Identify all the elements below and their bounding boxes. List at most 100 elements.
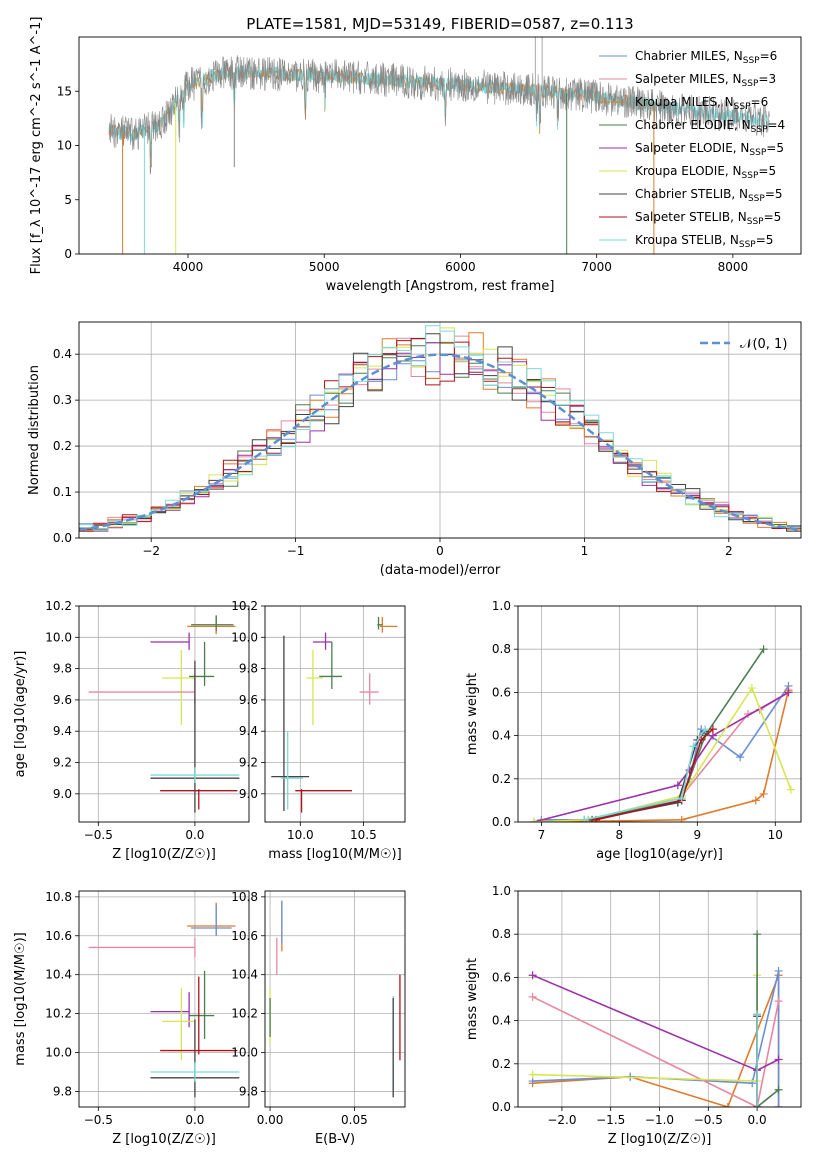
x-tick-label: −0.5 <box>84 828 113 842</box>
x-tick-label: 1 <box>581 544 589 558</box>
panel-residuals: −2 −1 0 1 2 0.0 0.1 0.2 0.3 0.4 (data-model)/error… <box>27 321 802 578</box>
y-tick-label: 10.0 <box>45 630 72 644</box>
axes-frame <box>78 890 250 1108</box>
x-tick-label: −1.5 <box>596 1113 625 1127</box>
figure-title: PLATE=1581, MJD=53149, FIBERID=0587, z=0… <box>246 15 633 33</box>
plot-area-mass_vs_ebv <box>269 900 401 1098</box>
mass-weight-marker <box>774 1085 783 1094</box>
legend-label-sub: SSP <box>734 102 751 112</box>
legend-label-rest: =5 <box>764 210 782 224</box>
axes-frame <box>78 36 802 255</box>
y-tick-label: 0.4 <box>53 347 72 361</box>
y-tick-label: 9.0 <box>239 787 258 801</box>
legend-label-rest: =5 <box>758 164 776 178</box>
x-tick-label: −2.0 <box>547 1113 576 1127</box>
y-tick-label: 0.2 <box>492 1057 511 1071</box>
y-tick-label: 15 <box>57 84 72 98</box>
y-axis-label: mass weight <box>465 958 480 1040</box>
plot-area-age_vs_Z <box>88 615 240 813</box>
panel-massweight_vs_age: 7 8 9 10 0.0 0.2 0.4 0.6 0.8 1.0 age [log10(age/yr… <box>465 599 802 862</box>
x-tick-label: 9 <box>693 828 701 842</box>
legend-label-sub: SSP <box>742 79 759 89</box>
y-tick-label: 9.0 <box>53 787 72 801</box>
x-tick-label: 0.0 <box>185 828 204 842</box>
x-tick-label: −2 <box>142 544 160 558</box>
y-tick-label: 10.2 <box>231 1007 258 1021</box>
x-tick-label: 10.5 <box>350 828 377 842</box>
y-tick-label: 0.0 <box>492 815 511 829</box>
y-axis-label: Normed distribution <box>27 365 42 495</box>
y-tick-label: 9.6 <box>239 693 258 707</box>
mass-weight-marker <box>677 794 686 803</box>
mass-weight-marker <box>736 753 745 762</box>
x-tick-label: 2 <box>725 544 733 558</box>
mass-weight-marker <box>774 966 783 975</box>
y-tick-label: 10.8 <box>231 890 258 904</box>
y-tick-label: 0.4 <box>492 729 511 743</box>
y-tick-label: 9.6 <box>53 693 72 707</box>
mass-weight-marker <box>528 971 537 980</box>
histogram-step <box>79 333 801 532</box>
y-tick-label: 9.8 <box>53 1084 72 1098</box>
panel-mass_vs_ebv: 0.00 0.05 9.8 10.0 10.2 10.4 10.6 10.8 E(B-V) <box>231 890 406 1147</box>
y-tick-label: 0.8 <box>492 927 511 941</box>
mass-weight-marker <box>701 725 710 734</box>
y-tick-label: 5 <box>64 193 72 207</box>
mass-weight-marker <box>753 1103 762 1107</box>
mass-weight-line <box>595 728 714 821</box>
y-tick-label: 0 <box>64 247 72 261</box>
y-tick-label: 10.2 <box>231 599 258 613</box>
legend-label-rest: =3 <box>758 72 776 86</box>
x-tick-label: 6000 <box>445 260 476 274</box>
y-tick-label: 0.3 <box>53 393 72 407</box>
x-tick-label: 0.00 <box>257 1113 284 1127</box>
legend-label-sub: SSP <box>739 240 756 250</box>
y-tick-label: 1.0 <box>492 884 511 898</box>
legend-label-sub: SSP <box>749 148 766 158</box>
y-tick-label: 0.6 <box>492 970 511 984</box>
mass-weight-marker <box>529 818 538 822</box>
legend-label: Salpeter STELIB, NSSP=5 <box>635 210 781 227</box>
mass-weight-marker <box>673 781 682 790</box>
y-tick-label: 9.2 <box>53 756 72 770</box>
x-tick-label: 0.0 <box>748 1113 767 1127</box>
mass-weight-marker <box>747 684 756 693</box>
x-axis-label: E(B-V) <box>315 1132 355 1147</box>
axes-frame <box>264 605 406 823</box>
mass-weight-marker <box>528 992 537 1001</box>
y-tick-label: 9.2 <box>239 756 258 770</box>
mass-weight-marker <box>759 789 768 798</box>
panel-age_vs_mass: 10.0 10.5 9.0 9.2 9.4 9.6 9.8 10.0 10.2 mass [log… <box>231 599 406 862</box>
legend-label-sub: SSP <box>748 194 765 204</box>
legend-label-rest: =5 <box>765 187 783 201</box>
y-tick-label: 0.0 <box>492 1100 511 1114</box>
x-tick-label: −1.0 <box>645 1113 674 1127</box>
x-tick-label: 0.05 <box>341 1113 368 1127</box>
axes-frame <box>78 321 802 539</box>
mass-weight-marker <box>786 785 795 794</box>
y-tick-label: 9.8 <box>239 1084 258 1098</box>
x-axis-label: wavelength [Angstrom, rest frame] <box>326 279 555 294</box>
y-tick-label: 10.2 <box>45 1007 72 1021</box>
mass-weight-marker <box>689 742 698 751</box>
x-axis-label: Z [log10(Z/Z☉)] <box>608 1132 712 1147</box>
panel-mass_vs_Z: −0.5 0.0 9.8 10.0 10.2 10.4 10.6 10.8 Z [log10(Z… <box>13 890 250 1147</box>
x-axis-label: Z [log10(Z/Z☉)] <box>112 847 216 862</box>
mass-weight-line <box>532 975 758 1082</box>
y-tick-label: 0.4 <box>492 1014 511 1028</box>
y-axis-label: age [log10(age/yr)] <box>13 651 28 778</box>
y-axis-label: Flux [f_λ 10^-17 erg cm^-2 s^-1 A^-1] <box>29 17 44 275</box>
legend-label-rest: =5 <box>766 141 784 155</box>
mass-weight-marker <box>774 1103 783 1107</box>
axes-frame <box>517 890 802 1108</box>
x-tick-label: 8 <box>616 828 624 842</box>
y-tick-label: 0.2 <box>53 439 72 453</box>
y-tick-label: 10.6 <box>45 929 72 943</box>
plot-area-massweight_vs_age <box>529 645 795 822</box>
mass-weight-marker <box>774 1055 783 1064</box>
y-tick-label: 9.8 <box>239 662 258 676</box>
mass-weight-marker <box>751 796 760 805</box>
mass-weight-marker <box>759 645 768 654</box>
x-tick-label: 7000 <box>581 260 612 274</box>
y-tick-label: 0.0 <box>53 531 72 545</box>
